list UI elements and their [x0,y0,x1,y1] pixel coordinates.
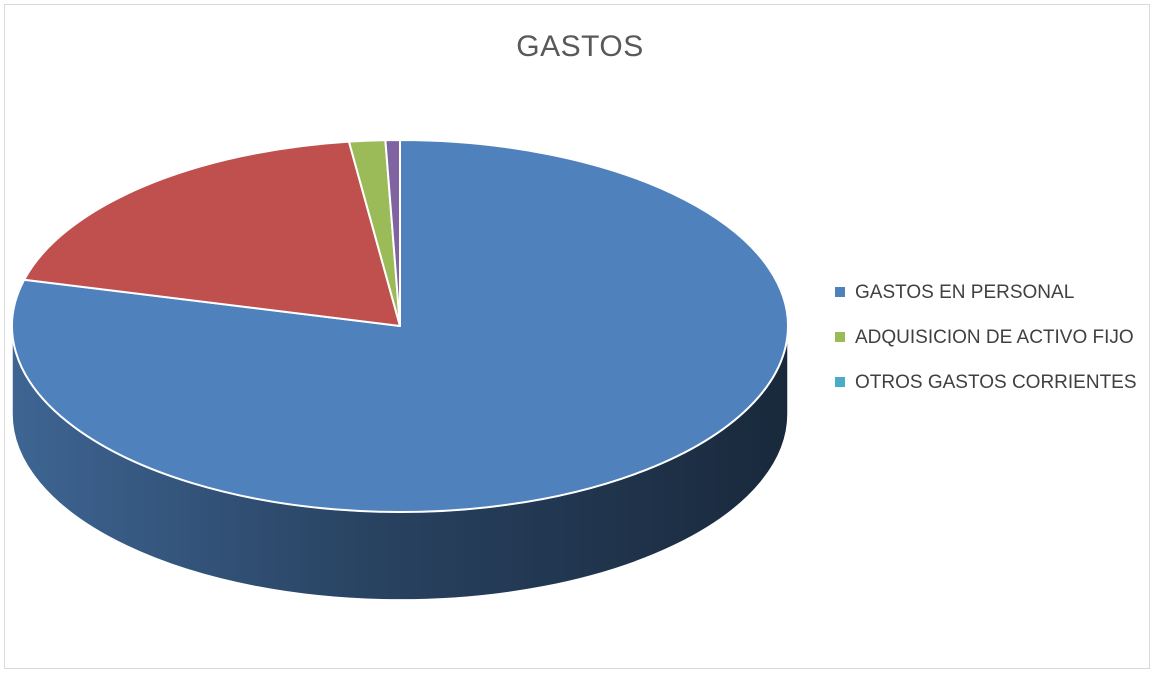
legend-swatch [835,287,845,297]
legend-label: ADQUISICION DE ACTIVO FIJO [855,326,1134,348]
pie-slice-4 [384,138,401,327]
chart-title: GASTOS [516,30,644,63]
pie-slice-2 [23,140,401,327]
legend: GASTOS EN PERSONAL ADQUISICION DE ACTIVO… [835,278,1137,413]
legend-label: GASTOS EN PERSONAL [855,281,1075,303]
legend-swatch [835,377,845,387]
pie-slice-1 [11,139,789,513]
legend-swatch [835,332,845,342]
legend-item-adquisicion-de-activo-fijo: ADQUISICION DE ACTIVO FIJO [835,323,1137,351]
legend-label: OTROS GASTOS CORRIENTES [855,371,1137,393]
legend-item-otros-gastos-corrientes: OTROS GASTOS CORRIENTES [835,368,1137,396]
legend-item-gastos-en-personal: GASTOS EN PERSONAL [835,278,1137,306]
